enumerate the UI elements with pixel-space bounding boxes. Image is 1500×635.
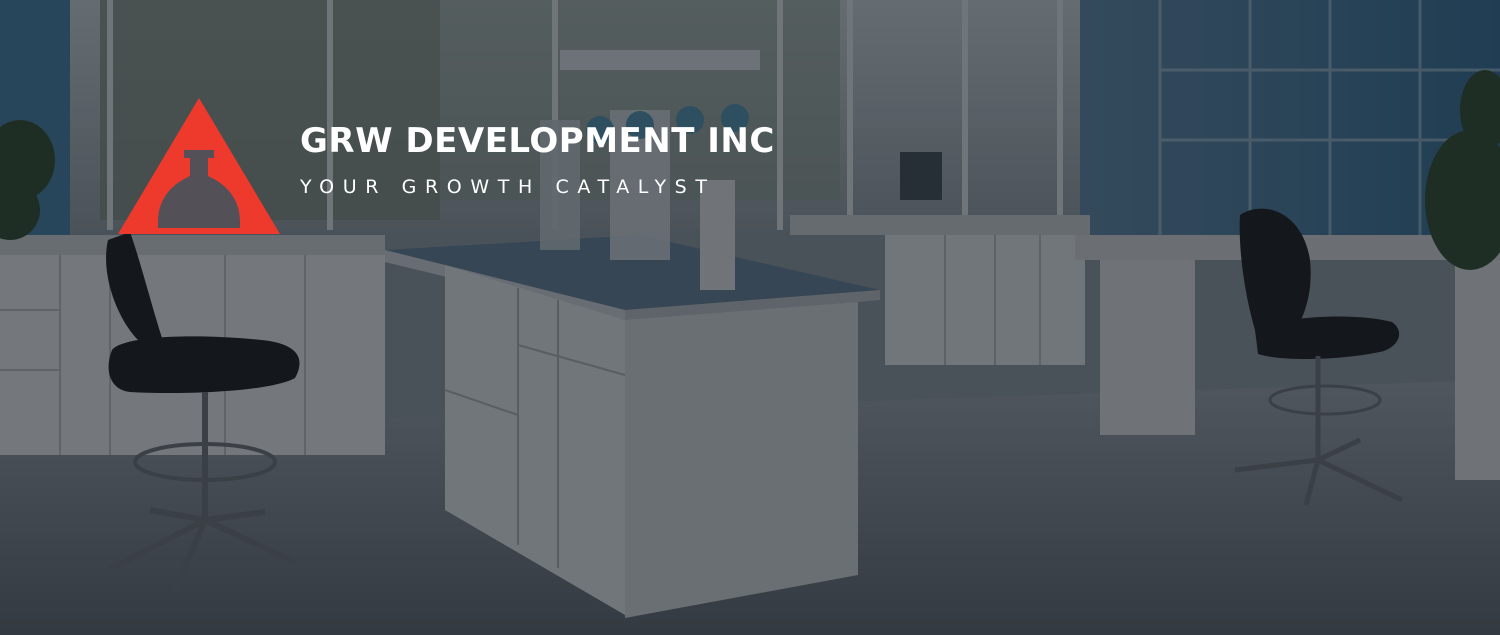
company-name: GRW DEVELOPMENT INC [300,121,775,161]
brand-lockup[interactable]: GRW DEVELOPMENT INC YOUR GROWTH CATALYST [118,98,818,238]
company-tagline: YOUR GROWTH CATALYST [300,176,716,198]
red-triangle-flask-logo-icon [118,98,280,234]
